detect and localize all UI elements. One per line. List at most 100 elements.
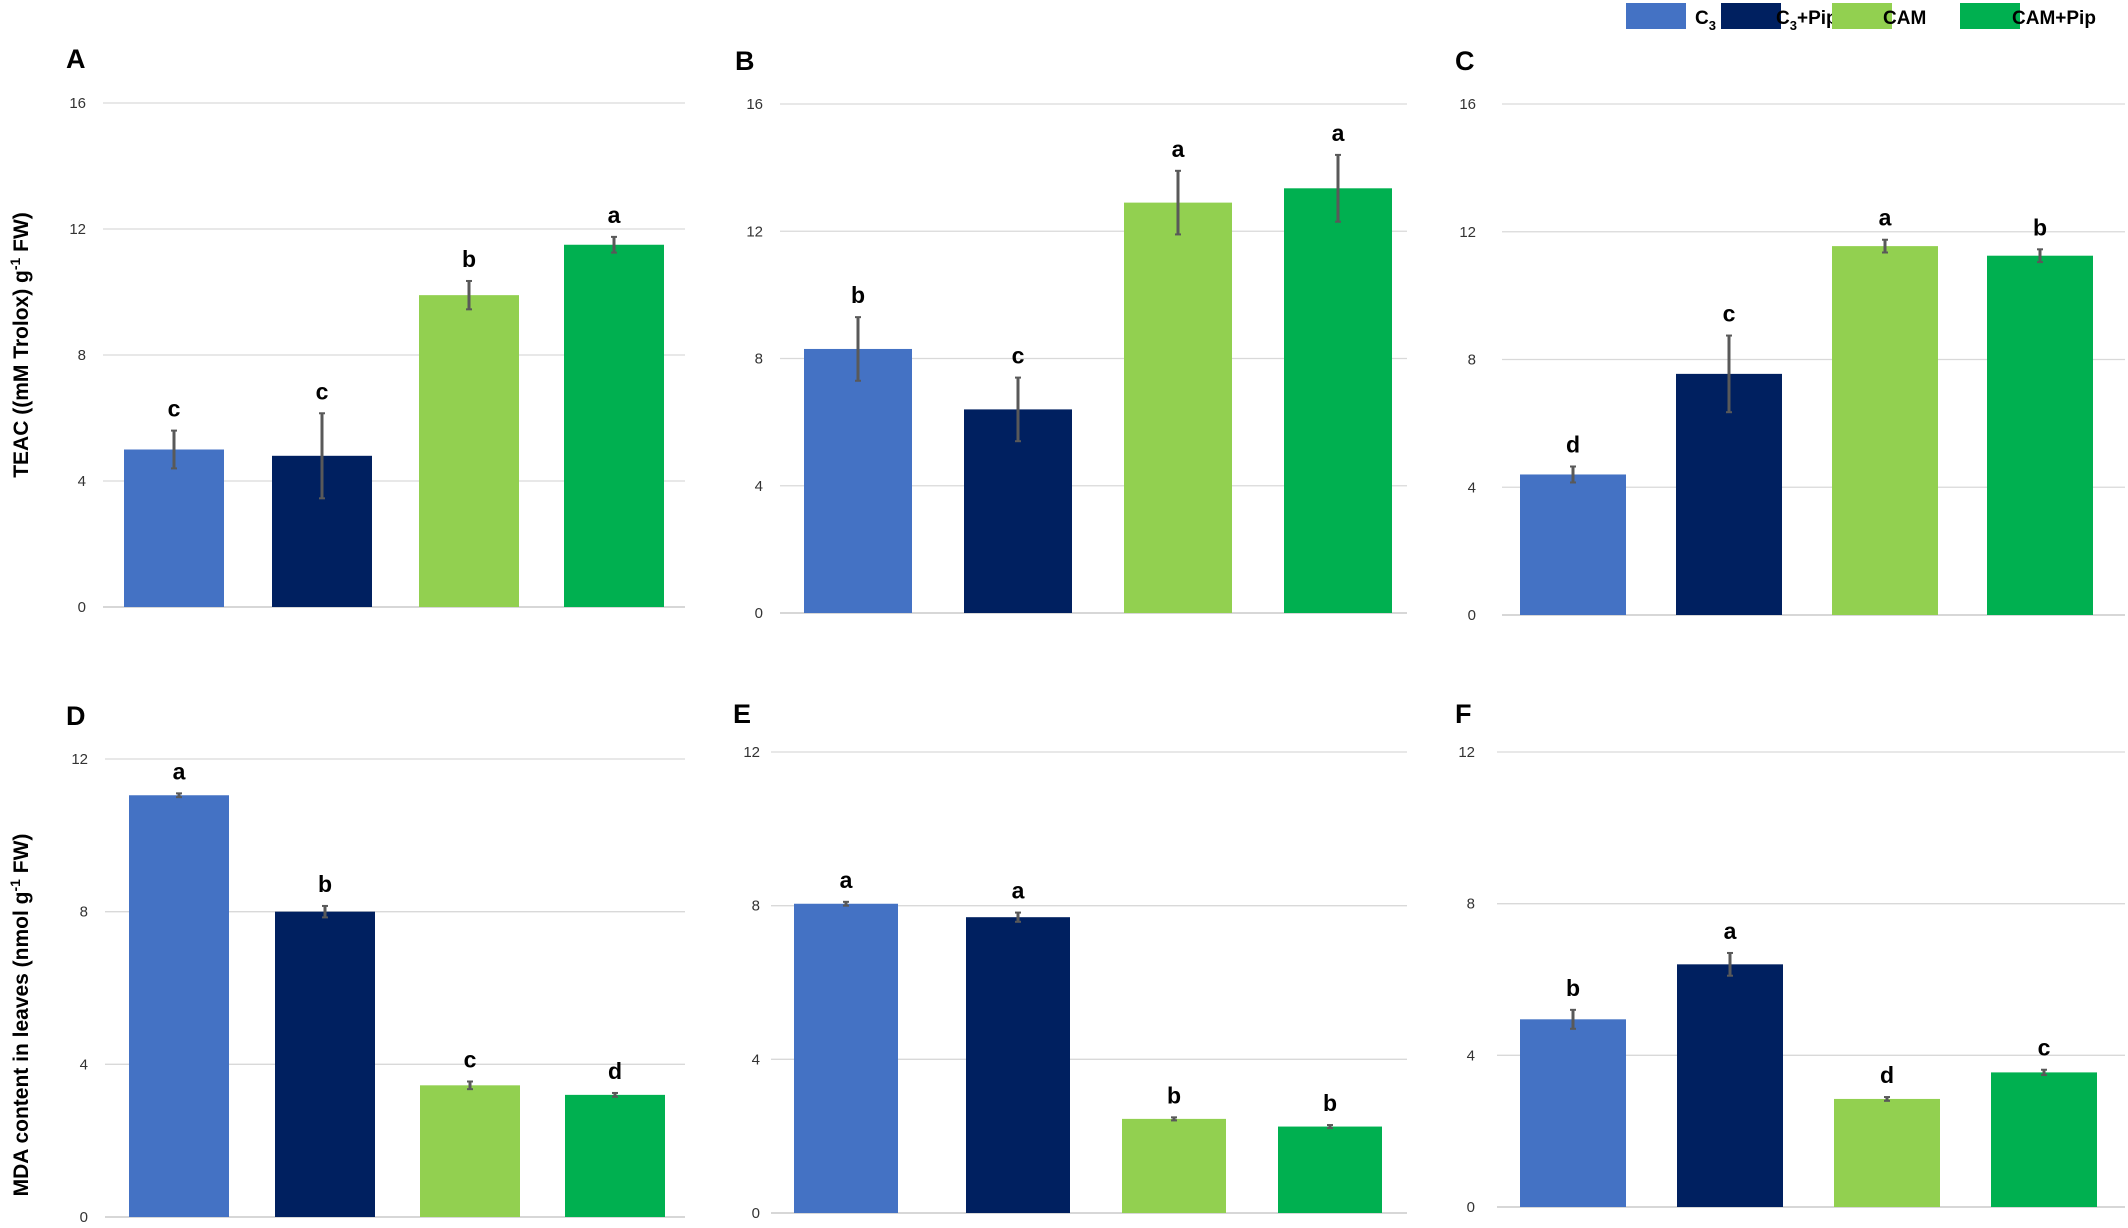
panel-e: E 0 4 8 12 a a b b <box>733 699 1407 1222</box>
bar <box>1987 255 2093 615</box>
bar <box>966 917 1070 1213</box>
panel-letter: C <box>1455 46 1475 76</box>
significance-label: c <box>316 378 329 404</box>
significance-label: b <box>1167 1082 1181 1108</box>
bar <box>1834 1098 1940 1207</box>
significance-label: d <box>1880 1062 1894 1088</box>
y-axis-label-mda: MDA content in leaves (nmol g-1 FW) <box>7 834 33 1197</box>
y-tick-label: 8 <box>80 904 88 921</box>
significance-label: b <box>851 282 865 308</box>
significance-label: a <box>1332 120 1345 146</box>
bar <box>964 409 1072 613</box>
legend-swatch <box>1960 3 2020 29</box>
legend-swatch <box>1721 3 1781 29</box>
svg-text:MDA content in leaves (nmol g-: MDA content in leaves (nmol g-1 FW) <box>7 834 33 1197</box>
legend-item: C3+Pip <box>1721 3 1838 33</box>
bar <box>124 449 224 607</box>
legend-item: CAM+Pip <box>1960 3 2096 29</box>
y-tick-label: 12 <box>1459 224 1476 241</box>
legend-label: CAM <box>1883 8 1926 29</box>
y-tick-label: 12 <box>69 221 86 238</box>
bar <box>1124 202 1232 613</box>
y-tick-label: 4 <box>752 1051 760 1068</box>
significance-label: b <box>462 246 476 272</box>
bar <box>1520 1019 1626 1207</box>
svg-text:TEAC ((mM Trolox) g-1 FW): TEAC ((mM Trolox) g-1 FW) <box>7 212 33 478</box>
bar <box>565 1094 665 1217</box>
panel-a: A 0 4 8 12 16 c c b a <box>66 44 685 616</box>
y-tick-label: 12 <box>746 223 763 240</box>
bar <box>564 244 664 607</box>
bar <box>420 1085 520 1217</box>
significance-label: c <box>168 396 181 422</box>
y-tick-label: 4 <box>80 1056 88 1073</box>
y-tick-label: 16 <box>746 96 763 113</box>
bar <box>1520 474 1626 615</box>
panel-letter: A <box>66 44 86 74</box>
legend-label: CAM+Pip <box>2012 8 2096 29</box>
panel-letter: E <box>733 699 751 729</box>
y-tick-label: 8 <box>78 347 86 364</box>
significance-label: b <box>318 871 332 897</box>
bar <box>1676 373 1782 615</box>
panel-letter: D <box>66 701 86 731</box>
panels: A 0 4 8 12 16 c c b a B 0 4 8 12 16 b c a a C 0 4 8 12 16 d c a b D 0 4 8… <box>66 44 2125 1226</box>
legend-label: C3 <box>1695 8 1716 33</box>
panel-d: D 0 4 8 12 a b c d <box>66 701 685 1226</box>
significance-label: d <box>1566 431 1580 457</box>
bar <box>1677 964 1783 1207</box>
panel-letter: F <box>1455 699 1472 729</box>
bar <box>275 911 375 1217</box>
bar <box>804 348 912 613</box>
y-tick-label: 12 <box>1458 744 1475 761</box>
significance-label: a <box>1879 205 1892 231</box>
significance-label: b <box>1323 1090 1337 1116</box>
legend-swatch <box>1626 3 1686 29</box>
y-tick-label: 4 <box>78 473 86 490</box>
y-tick-label: 8 <box>752 898 760 915</box>
significance-label: a <box>608 202 621 228</box>
significance-label: a <box>1172 136 1185 162</box>
significance-label: c <box>1012 343 1025 369</box>
legend-item: CAM <box>1832 3 1926 29</box>
bar <box>129 795 229 1217</box>
y-tick-label: 0 <box>80 1209 88 1226</box>
y-tick-label: 8 <box>1468 352 1476 369</box>
panel-c: C 0 4 8 12 16 d c a b <box>1455 46 2125 624</box>
y-tick-label: 4 <box>1467 1047 1475 1064</box>
legend-label: C3+Pip <box>1776 8 1838 33</box>
bar <box>419 295 519 607</box>
significance-label: c <box>2038 1035 2051 1061</box>
y-tick-label: 0 <box>78 599 86 616</box>
y-tick-label: 4 <box>755 478 763 495</box>
significance-label: a <box>1724 918 1737 944</box>
y-tick-label: 12 <box>743 744 760 761</box>
significance-label: c <box>464 1047 477 1073</box>
significance-label: b <box>2033 214 2047 240</box>
significance-label: a <box>173 758 186 784</box>
legend-item: C3 <box>1626 3 1716 33</box>
bar <box>1284 188 1392 613</box>
legend: C3 C3+Pip CAM CAM+Pip <box>1626 3 2096 33</box>
y-tick-label: 0 <box>755 605 763 622</box>
y-tick-label: 0 <box>1467 1199 1475 1216</box>
panel-f: F 0 4 8 12 b a d c <box>1455 699 2125 1216</box>
y-tick-label: 16 <box>69 95 86 112</box>
significance-label: a <box>1012 878 1025 904</box>
bar <box>1991 1072 2097 1207</box>
y-tick-label: 8 <box>755 351 763 368</box>
legend-swatch <box>1832 3 1892 29</box>
y-tick-label: 12 <box>71 751 88 768</box>
bar <box>1278 1126 1382 1213</box>
bar <box>1122 1118 1226 1213</box>
y-tick-label: 4 <box>1468 479 1476 496</box>
bar <box>794 903 898 1213</box>
y-tick-label: 0 <box>752 1205 760 1222</box>
panel-b: B 0 4 8 12 16 b c a a <box>735 46 1407 622</box>
y-tick-label: 8 <box>1467 896 1475 913</box>
significance-label: b <box>1566 975 1580 1001</box>
y-tick-label: 16 <box>1459 96 1476 113</box>
significance-label: c <box>1723 301 1736 327</box>
significance-label: d <box>608 1058 622 1084</box>
